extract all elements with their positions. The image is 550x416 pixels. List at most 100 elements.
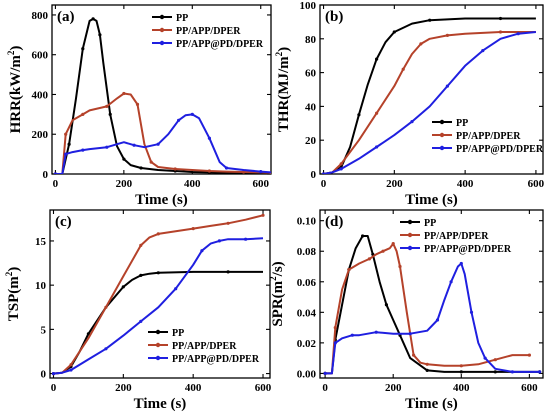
series-point <box>135 102 140 106</box>
series-point <box>69 363 73 367</box>
series-point <box>200 249 204 253</box>
chart-panel-3: 0 200 400 600 0 5 10 15 Time (s) TSP(m2) (c) PP PP/A… <box>4 209 272 412</box>
series-point <box>538 370 542 374</box>
series-point <box>333 326 337 330</box>
series-point <box>259 170 263 174</box>
legend-label: PP <box>456 118 468 129</box>
x-tick-label: 600 <box>528 178 545 190</box>
y-tick-label: 0.00 <box>297 368 317 380</box>
series-point <box>401 67 405 71</box>
series-point <box>67 142 71 146</box>
y-tick-label: 0.04 <box>297 307 317 319</box>
series-point <box>261 213 265 217</box>
x-tick-label: 400 <box>184 178 201 190</box>
series-point <box>64 152 68 156</box>
series-group <box>321 16 536 174</box>
y-tick-label: 40 <box>305 101 317 113</box>
y-tick-label: 10 <box>35 280 47 292</box>
series-point <box>412 353 416 357</box>
x-axis-label: Time (s) <box>405 396 458 412</box>
series-point <box>510 370 514 374</box>
series-point <box>425 368 429 372</box>
y-tick-label: 400 <box>32 89 49 101</box>
y-axis-label-sup: 2 <box>4 271 14 276</box>
series-point <box>156 232 160 236</box>
series-point <box>139 243 143 247</box>
series-point <box>357 113 361 117</box>
series-point <box>481 49 485 53</box>
x-tick-label: 200 <box>115 382 132 394</box>
legend-label: PP <box>172 328 184 339</box>
series-point <box>527 353 532 357</box>
series-point <box>69 368 73 372</box>
series-point <box>333 341 337 345</box>
series-point <box>207 169 211 173</box>
series-point <box>445 33 449 38</box>
series-line-3 <box>53 237 264 375</box>
series-point <box>105 145 109 149</box>
chart-panel-1: 0 200 400 600 0 200 400 600 800 Time (s) HRR(kW/m2… <box>6 4 272 208</box>
x-axis-label: Time (s) <box>405 192 458 208</box>
series-point <box>207 136 211 140</box>
y-tick-label: 0.06 <box>297 277 317 289</box>
legend-marker <box>407 219 413 225</box>
y-tick-label: 600 <box>32 50 49 62</box>
x-tick-label: 200 <box>386 178 403 190</box>
x-axis-label: Time (s) <box>135 192 188 208</box>
y-axis-label-sup: 2 <box>268 276 278 281</box>
x-tick-label: 0 <box>53 178 59 190</box>
series-point <box>384 303 388 307</box>
x-tick-label: 400 <box>185 382 202 394</box>
series-point <box>375 145 379 149</box>
series-point <box>190 112 194 116</box>
series-point <box>323 371 327 375</box>
legend-marker <box>159 40 165 46</box>
series-point <box>191 227 195 231</box>
panel-label: (b) <box>325 9 343 25</box>
y-tick-label: 0 <box>41 369 47 381</box>
x-tick-label: 0 <box>322 382 328 394</box>
legend-marker <box>407 245 413 251</box>
series-point <box>339 162 343 166</box>
panel-label: (c) <box>55 214 72 230</box>
legend-marker <box>155 329 161 335</box>
series-point <box>375 111 379 115</box>
chart-panel-2: 0 200 400 600 0 20 40 60 80 100 Time (s) THR(MJ/m2)… <box>274 0 545 208</box>
series-point <box>410 120 414 124</box>
x-tick-label: 200 <box>116 178 133 190</box>
plot-frame <box>319 4 544 175</box>
x-tick-label: 400 <box>457 178 474 190</box>
series-point <box>81 112 85 116</box>
series-point <box>64 132 68 136</box>
series-point <box>516 32 520 36</box>
y-tick-label: 15 <box>35 236 47 248</box>
series-line-3 <box>323 31 536 174</box>
series-point <box>104 305 108 309</box>
y-tick-label: 80 <box>305 34 317 46</box>
y-axis-label: TSP(m2) <box>4 267 22 322</box>
plot-frame <box>49 209 271 379</box>
series-line-3 <box>325 262 540 375</box>
y-tick-label: 100 <box>300 0 317 12</box>
series-point <box>449 280 453 284</box>
legend: PP PP/APP/DPER PP/APP@PD/DPER <box>432 118 544 155</box>
series-point <box>459 261 463 266</box>
series-point <box>435 318 440 322</box>
series-point <box>156 142 160 146</box>
series-point <box>375 57 379 61</box>
y-tick-label: 0 <box>311 169 317 181</box>
y-axis-label-main: HRR(kW/m <box>8 55 24 134</box>
y-axis-label: THR(MJ/m2) <box>274 47 292 132</box>
legend-label: PP/APP/DPER <box>176 26 241 37</box>
series-point <box>86 332 90 336</box>
series-point <box>493 358 497 362</box>
legend-label: PP/APP@PD/DPER <box>424 244 512 255</box>
series-point <box>244 237 248 241</box>
legend-marker <box>155 355 161 361</box>
series-point <box>139 273 143 277</box>
y-tick-label: 200 <box>32 129 49 141</box>
series-group <box>53 17 271 174</box>
panel-label: (a) <box>57 9 75 25</box>
series-point <box>174 287 178 291</box>
